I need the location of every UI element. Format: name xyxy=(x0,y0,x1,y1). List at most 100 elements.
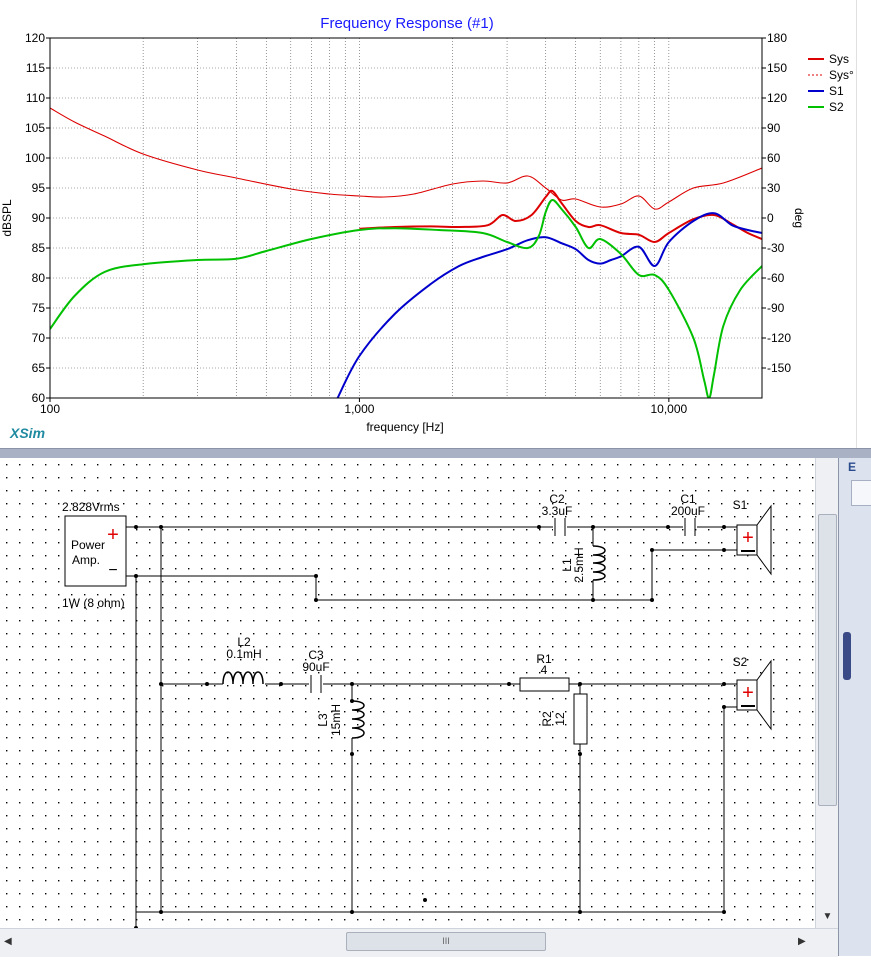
scroll-right-arrow-icon[interactable]: ▶ xyxy=(798,936,806,947)
s1-plus-icon: + xyxy=(742,527,754,549)
chart-grid xyxy=(50,38,762,398)
l1-value: 2.5mH xyxy=(572,547,586,582)
amp-minus-icon: − xyxy=(108,562,117,579)
y-right-tick-label: 90 xyxy=(767,121,781,135)
y-left-tick-label: 75 xyxy=(32,301,46,315)
l2-value: 0.1mH xyxy=(226,647,261,661)
resistor-r1[interactable]: R1 4 xyxy=(519,652,570,692)
crossover-schematic[interactable]: Power Amp. + − 2.828Vrms 1W (8 ohm) C2 3… xyxy=(0,458,871,956)
y-left-axis-label: dBSPL xyxy=(0,199,14,237)
legend-label-s2: S2 xyxy=(829,100,844,114)
y-left-tick-label: 105 xyxy=(25,121,45,135)
y-left-tick-label: 115 xyxy=(26,61,45,75)
x-tick-label: 10,000 xyxy=(651,402,688,416)
inductor-l2[interactable]: L2 0.1mH xyxy=(222,635,264,685)
c3-name: C3 xyxy=(308,648,324,662)
r2-name: R2 xyxy=(540,711,554,727)
y-right-axis-label: deg xyxy=(792,208,806,228)
y-left-tick-label: 60 xyxy=(32,391,46,405)
scroll-down-arrow-icon[interactable]: ▼ xyxy=(822,911,833,922)
y-left-tick-label: 80 xyxy=(32,271,46,285)
y-left-tick-label: 95 xyxy=(32,181,46,195)
source-voltage-label: 2.828Vrms xyxy=(62,500,120,514)
x-axis-label: frequency [Hz] xyxy=(366,420,443,434)
speaker-s2[interactable]: + S2 xyxy=(733,655,772,731)
schematic-wires xyxy=(126,526,737,928)
legend-label-sys: Sys xyxy=(829,52,849,66)
y-right-tick-label: -120 xyxy=(767,331,791,345)
r2-value: 12 xyxy=(553,712,567,726)
legend-label-s1: S1 xyxy=(829,84,844,98)
c3-value: 90uF xyxy=(302,660,329,674)
capacitor-c1[interactable]: C1 200uF xyxy=(671,492,705,536)
s2-label: S2 xyxy=(733,655,748,669)
y-right-tick-label: -90 xyxy=(767,301,785,315)
plot-area xyxy=(50,38,762,398)
schematic-panel[interactable]: Power Amp. + − 2.828Vrms 1W (8 ohm) C2 3… xyxy=(0,458,871,957)
c2-name: C2 xyxy=(549,492,565,506)
s2-plus-icon: + xyxy=(742,682,754,704)
amp-plus-icon: + xyxy=(107,524,119,546)
chart-curves xyxy=(50,107,762,398)
junction-dots xyxy=(134,525,726,930)
y-left-tick-label: 120 xyxy=(25,31,45,45)
series-line-s1 xyxy=(336,212,762,398)
legend-label-sys-phase: Sys° xyxy=(829,68,854,82)
side-panel-handle[interactable] xyxy=(843,632,851,680)
series-line-sys-phase xyxy=(50,107,762,210)
y-left-tick-label: 110 xyxy=(26,91,45,105)
inductor-l1[interactable]: L1 2.5mH xyxy=(560,545,606,583)
chart-ticks: 120 115 110 105 100 95 90 85 80 75 70 65 60 180 150 120… xyxy=(25,31,791,416)
inductor-l3[interactable]: L3 15mH xyxy=(316,700,365,739)
c2-value: 3.3uF xyxy=(542,504,573,518)
horizontal-scrollbar[interactable]: ◀ III ▶ xyxy=(0,928,838,957)
capacitor-c2[interactable]: C2 3.3uF xyxy=(542,492,573,536)
series-line-s2 xyxy=(50,199,762,398)
chart-legend[interactable]: Sys Sys° S1 S2 xyxy=(808,52,854,114)
x-tick-label: 100 xyxy=(40,402,60,416)
side-panel: E xyxy=(838,458,871,956)
l2-name: L2 xyxy=(237,635,251,649)
vertical-scrollbar[interactable]: ▼ xyxy=(815,458,839,928)
c1-name: C1 xyxy=(680,492,696,506)
amp-rating-label: 1W (8 ohm) xyxy=(62,596,125,610)
amp-label-power: Power xyxy=(71,538,105,552)
capacitor-c3[interactable]: C3 90uF xyxy=(302,648,330,693)
power-amp[interactable]: Power Amp. + − 2.828Vrms 1W (8 ohm) xyxy=(62,500,127,610)
y-left-tick-label: 85 xyxy=(32,241,46,255)
y-left-tick-label: 100 xyxy=(25,151,45,165)
amp-label-amp: Amp. xyxy=(72,553,100,567)
s1-label: S1 xyxy=(733,498,748,512)
scroll-left-arrow-icon[interactable]: ◀ xyxy=(4,936,12,947)
frequency-response-chart: 120 115 110 105 100 95 90 85 80 75 70 65 60 180 150 120… xyxy=(0,15,854,441)
graph-right-edge xyxy=(856,0,871,448)
y-right-tick-label: 30 xyxy=(767,181,781,195)
vertical-scroll-thumb[interactable] xyxy=(818,514,837,806)
y-right-tick-label: 120 xyxy=(767,91,787,105)
y-right-tick-label: 150 xyxy=(767,61,787,75)
l3-name: L3 xyxy=(316,713,330,727)
side-panel-tab[interactable]: E xyxy=(848,460,857,474)
y-right-tick-label: 0 xyxy=(767,211,774,225)
y-left-tick-label: 65 xyxy=(32,361,46,375)
r1-value: 4 xyxy=(541,663,548,677)
l1-name: L1 xyxy=(560,558,574,572)
y-right-tick-label: -150 xyxy=(767,361,791,375)
side-panel-field[interactable] xyxy=(851,480,871,506)
chart-title: Frequency Response (#1) xyxy=(320,15,493,32)
y-right-tick-label: 180 xyxy=(767,31,787,45)
horizontal-scroll-thumb[interactable]: III xyxy=(346,932,546,951)
c1-value: 200uF xyxy=(671,504,705,518)
y-right-tick-label: -60 xyxy=(767,271,785,285)
x-tick-label: 1,000 xyxy=(344,402,374,416)
y-left-tick-label: 70 xyxy=(32,331,46,345)
y-left-tick-label: 90 xyxy=(32,211,46,225)
frequency-response-panel: 120 115 110 105 100 95 90 85 80 75 70 65 60 180 150 120… xyxy=(0,0,871,448)
resistor-r2[interactable]: R2 12 xyxy=(540,693,588,745)
xsim-brand-logo: XSim xyxy=(9,425,45,441)
y-right-tick-label: 60 xyxy=(767,151,781,165)
y-right-tick-label: -30 xyxy=(767,241,785,255)
l3-value: 15mH xyxy=(329,704,343,736)
speaker-s1[interactable]: + S1 xyxy=(733,498,772,576)
r1-name: R1 xyxy=(536,652,552,666)
